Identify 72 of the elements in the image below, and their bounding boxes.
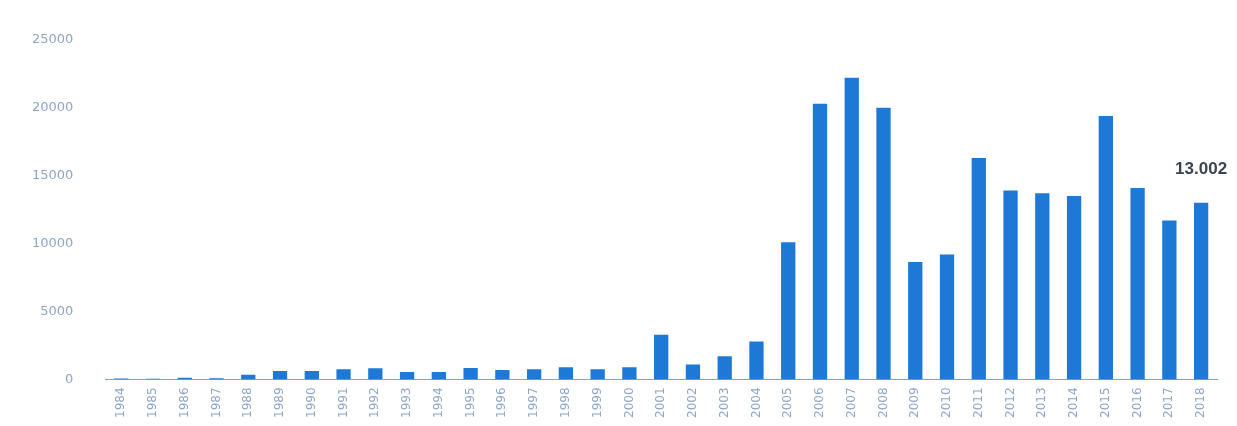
x-tick-label: 1987: [208, 387, 223, 419]
x-tick-label: 1988: [240, 387, 255, 419]
x-tick-label: 2013: [1034, 387, 1049, 419]
x-tick-label: 1997: [526, 387, 541, 419]
x-tick-label: 1985: [145, 387, 160, 419]
bar: [272, 371, 288, 380]
x-tick-label: 1989: [272, 387, 287, 419]
bar: [749, 341, 764, 380]
x-tick-label: 1990: [303, 387, 318, 419]
bar: [431, 371, 446, 380]
y-tick-label: 10000: [32, 234, 74, 250]
bar: [336, 369, 351, 380]
x-tick-label: 1991: [335, 387, 350, 419]
bar: [1193, 202, 1209, 380]
x-tick-label: 1995: [462, 387, 477, 419]
x-tick-label: 2001: [653, 387, 668, 419]
y-tick-label: 20000: [32, 99, 74, 115]
x-tick-label: 2005: [780, 387, 795, 419]
bar: [526, 369, 542, 380]
bar: [495, 369, 510, 380]
x-tick-label: 1994: [430, 387, 445, 419]
bar: [368, 368, 383, 380]
bar: [1003, 190, 1018, 380]
bar: [1066, 196, 1082, 380]
x-tick-label: 2002: [685, 387, 700, 419]
x-tick-label: 2004: [748, 387, 763, 419]
y-tick-label: 15000: [32, 167, 74, 183]
y-tick-label: 5000: [40, 302, 74, 318]
y-tick-label: 25000: [32, 31, 74, 47]
bar: [717, 356, 732, 380]
x-tick-label: 1998: [558, 387, 573, 419]
x-tick-label: 2014: [1066, 387, 1081, 419]
x-tick-label: 2006: [812, 387, 827, 419]
bar: [590, 369, 605, 380]
bar: [1130, 187, 1145, 380]
x-tick-label: 2008: [875, 387, 890, 419]
x-tick-label: 1999: [589, 387, 604, 419]
x-tick-label: 2016: [1129, 387, 1144, 419]
data-label: 13.002: [1175, 159, 1228, 178]
bar: [622, 367, 637, 380]
bar: [685, 364, 701, 380]
x-tick-label: 2007: [843, 387, 858, 419]
x-tick-label: 1992: [367, 387, 382, 419]
x-tick-label: 2003: [716, 387, 731, 419]
x-tick-label: 1986: [176, 387, 191, 419]
x-tick-label: 2017: [1161, 387, 1176, 419]
bar: [908, 261, 923, 380]
x-tick-label: 1996: [494, 387, 509, 419]
bar: [781, 242, 796, 380]
bar: [654, 334, 669, 380]
bar: [1098, 115, 1113, 380]
bar: [1162, 220, 1177, 380]
x-tick-label: 2012: [1002, 387, 1017, 419]
x-tick-label: 2010: [939, 387, 954, 419]
x-tick-label: 1984: [113, 387, 128, 419]
bar: [304, 371, 319, 380]
x-tick-label: 1993: [399, 387, 414, 419]
x-tick-label: 2011: [970, 387, 985, 419]
x-tick-label: 2018: [1193, 387, 1208, 419]
bar: [876, 107, 891, 380]
bar: [844, 77, 859, 380]
x-tick-label: 2015: [1097, 387, 1112, 419]
y-tick-label: 0: [65, 370, 74, 386]
bar: [463, 367, 478, 380]
x-tick-label: 2000: [621, 387, 636, 419]
x-tick-label: 2009: [907, 387, 922, 419]
bar: [1035, 193, 1050, 380]
bar: [971, 158, 986, 380]
bar: [812, 103, 828, 380]
bar: [939, 254, 955, 380]
bar: [558, 367, 574, 380]
bar: [399, 371, 415, 380]
